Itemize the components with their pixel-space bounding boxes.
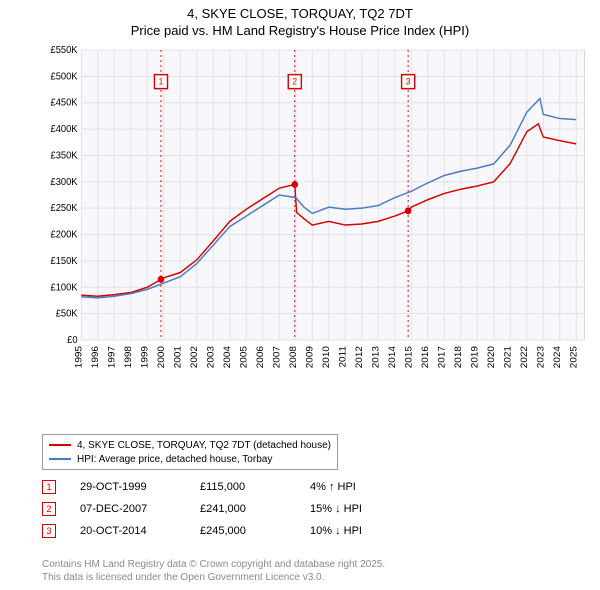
svg-text:2005: 2005 [239, 346, 250, 368]
svg-text:2001: 2001 [173, 346, 184, 368]
svg-text:1998: 1998 [123, 346, 134, 368]
svg-text:£100K: £100K [51, 282, 79, 293]
svg-text:2016: 2016 [420, 346, 431, 368]
svg-text:£400K: £400K [51, 124, 79, 135]
svg-text:2022: 2022 [519, 346, 530, 368]
chart-subtitle: Price paid vs. HM Land Registry's House … [0, 23, 600, 38]
chart-title: 4, SKYE CLOSE, TORQUAY, TQ2 7DT [0, 6, 600, 23]
svg-text:£150K: £150K [51, 256, 79, 267]
svg-text:2018: 2018 [453, 346, 464, 368]
credit-line-2: This data is licensed under the Open Gov… [42, 571, 385, 584]
sale-marker-box: 2 [42, 502, 56, 516]
svg-text:2020: 2020 [486, 346, 497, 368]
svg-text:£250K: £250K [51, 203, 79, 214]
svg-text:2008: 2008 [288, 346, 299, 368]
legend-label: 4, SKYE CLOSE, TORQUAY, TQ2 7DT (detache… [77, 440, 331, 451]
svg-text:2: 2 [292, 76, 297, 86]
chart-legend: 4, SKYE CLOSE, TORQUAY, TQ2 7DT (detache… [42, 434, 338, 470]
svg-text:2023: 2023 [536, 346, 547, 368]
svg-text:2021: 2021 [503, 346, 514, 368]
svg-text:2019: 2019 [470, 346, 481, 368]
svg-text:2000: 2000 [156, 346, 167, 368]
sale-diff: 4% ↑ HPI [310, 481, 430, 493]
svg-text:2011: 2011 [338, 346, 349, 367]
svg-text:2024: 2024 [552, 345, 563, 368]
sale-marker-box: 1 [42, 480, 56, 494]
sale-price: £241,000 [200, 503, 310, 515]
svg-text:£300K: £300K [51, 177, 79, 188]
sale-date: 20-OCT-2014 [80, 525, 200, 537]
svg-text:2003: 2003 [206, 346, 217, 368]
sale-diff: 15% ↓ HPI [310, 503, 430, 515]
legend-swatch [49, 444, 71, 446]
price-chart: £0 £50K £100K £150K £200K £250K £300K £350K £400… [42, 44, 592, 384]
svg-text:1995: 1995 [74, 346, 85, 368]
sale-diff: 10% ↓ HPI [310, 525, 430, 537]
sale-price: £115,000 [200, 481, 310, 493]
title-block: 4, SKYE CLOSE, TORQUAY, TQ2 7DT Price pa… [0, 0, 600, 40]
credit-text: Contains HM Land Registry data © Crown c… [42, 558, 385, 584]
sale-events-table: 1 29-OCT-1999£115,0004% ↑ HPI 2 07-DEC-2007… [42, 476, 430, 542]
sale-row: 3 20-OCT-2014£245,00010% ↓ HPI [42, 520, 430, 542]
legend-row: HPI: Average price, detached house, Torb… [49, 452, 331, 466]
svg-text:2004: 2004 [222, 345, 233, 368]
svg-text:2012: 2012 [354, 346, 365, 368]
svg-text:£550K: £550K [51, 45, 79, 56]
svg-text:£50K: £50K [56, 308, 78, 319]
svg-text:2013: 2013 [371, 346, 382, 368]
svg-text:£500K: £500K [51, 71, 79, 82]
legend-label: HPI: Average price, detached house, Torb… [77, 454, 272, 465]
svg-text:1996: 1996 [90, 346, 101, 368]
svg-text:1999: 1999 [140, 346, 151, 368]
sale-date: 29-OCT-1999 [80, 481, 200, 493]
svg-text:£0: £0 [67, 335, 77, 346]
credit-line-1: Contains HM Land Registry data © Crown c… [42, 558, 385, 571]
sale-price: £245,000 [200, 525, 310, 537]
svg-text:2009: 2009 [305, 346, 316, 368]
svg-text:3: 3 [406, 76, 411, 86]
page-container: 4, SKYE CLOSE, TORQUAY, TQ2 7DT Price pa… [0, 0, 600, 590]
sale-marker-box: 3 [42, 524, 56, 538]
svg-text:£350K: £350K [51, 150, 79, 161]
svg-text:1: 1 [159, 76, 164, 86]
legend-row: 4, SKYE CLOSE, TORQUAY, TQ2 7DT (detache… [49, 438, 331, 452]
svg-text:1997: 1997 [107, 346, 118, 368]
sale-date: 07-DEC-2007 [80, 503, 200, 515]
svg-text:2015: 2015 [404, 346, 415, 368]
svg-text:2006: 2006 [255, 346, 266, 368]
svg-text:2025: 2025 [569, 346, 580, 368]
svg-text:2014: 2014 [387, 345, 398, 368]
sale-row: 2 07-DEC-2007£241,00015% ↓ HPI [42, 498, 430, 520]
svg-text:£200K: £200K [51, 229, 79, 240]
svg-text:2017: 2017 [437, 346, 448, 368]
legend-swatch [49, 458, 71, 460]
svg-text:£450K: £450K [51, 97, 79, 108]
sale-row: 1 29-OCT-1999£115,0004% ↑ HPI [42, 476, 430, 498]
svg-text:2007: 2007 [272, 346, 283, 368]
svg-text:2010: 2010 [321, 346, 332, 368]
svg-text:2002: 2002 [189, 346, 200, 368]
